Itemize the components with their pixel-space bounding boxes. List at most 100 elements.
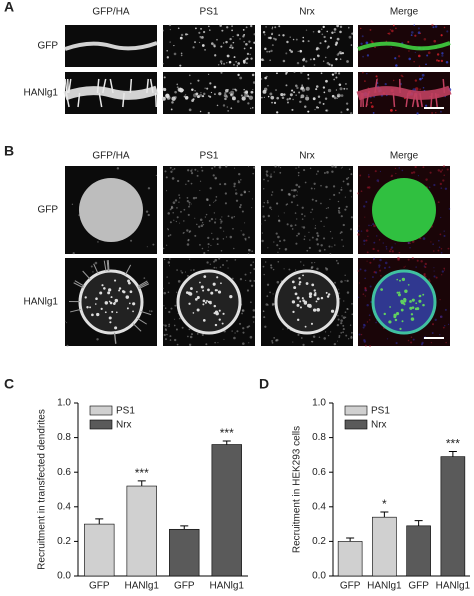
speckle (334, 244, 336, 246)
spine (361, 92, 365, 108)
column-header: Nrx (299, 7, 315, 18)
speckle (273, 101, 277, 104)
speckle (200, 224, 204, 227)
speckle (227, 109, 230, 112)
speckle (370, 105, 374, 108)
speckle (307, 73, 310, 76)
speckle (338, 292, 340, 294)
speckle (232, 88, 234, 90)
puncta (401, 320, 404, 323)
micrograph (162, 165, 256, 255)
speckle (288, 97, 291, 100)
speckle (417, 27, 420, 30)
y-axis-label: Recruitment in HEK293 cells (292, 426, 303, 553)
panel-label: C (4, 376, 14, 392)
speckle (222, 264, 225, 267)
speckle (283, 268, 285, 270)
speckle (199, 36, 202, 38)
speckle (432, 243, 434, 246)
speckle (210, 91, 213, 94)
speckle (320, 220, 322, 223)
speckle (174, 199, 178, 202)
puncta (215, 289, 218, 292)
speckle (323, 337, 326, 340)
speckle (227, 215, 230, 218)
speckle (342, 331, 345, 334)
y-tick-label: 1.0 (57, 398, 71, 409)
significance: *** (135, 466, 149, 480)
speckle (230, 90, 235, 95)
speckle (130, 239, 133, 242)
speckle (372, 223, 375, 226)
speckle (183, 220, 185, 222)
speckle (274, 38, 277, 41)
speckle (346, 291, 350, 294)
speckle (230, 44, 233, 47)
speckle (342, 324, 345, 327)
speckle (337, 209, 340, 212)
speckle (409, 247, 411, 249)
speckle (326, 30, 328, 33)
speckle (331, 31, 334, 35)
column-header: GFP/HA (92, 151, 130, 162)
puncta (101, 284, 104, 287)
speckle (331, 170, 334, 173)
speckle (213, 85, 217, 89)
puncta (396, 291, 399, 294)
speckle (188, 328, 191, 331)
speckle (167, 212, 170, 215)
speckle (364, 269, 367, 272)
filopodium (106, 260, 109, 272)
puncta (109, 301, 113, 305)
speckle (373, 241, 376, 244)
speckle (186, 243, 190, 246)
speckle (236, 65, 239, 67)
speckle (198, 225, 201, 228)
puncta (127, 279, 130, 283)
speckle (271, 28, 273, 30)
speckle (268, 50, 271, 53)
speckle (231, 96, 236, 101)
speckle (304, 105, 307, 108)
speckle (350, 216, 353, 219)
speckle (340, 319, 343, 322)
speckle (295, 38, 298, 41)
speckle (376, 235, 378, 237)
speckle (176, 179, 180, 183)
speckle (244, 93, 249, 98)
speckle (291, 189, 293, 192)
puncta (291, 300, 296, 304)
speckle (214, 341, 216, 344)
speckle (334, 281, 336, 284)
puncta (410, 313, 414, 316)
speckle (170, 307, 173, 310)
speckle (207, 111, 210, 115)
puncta (291, 280, 295, 284)
speckle (234, 192, 238, 195)
speckle (227, 267, 229, 269)
speckle (422, 87, 425, 89)
speckle (297, 333, 300, 336)
speckle (266, 199, 269, 202)
puncta (403, 303, 406, 306)
speckle (170, 108, 173, 111)
speckle (438, 239, 440, 242)
speckle (241, 312, 243, 315)
speckle (357, 230, 360, 233)
speckle (332, 185, 336, 188)
puncta (308, 292, 313, 296)
speckle (318, 249, 322, 253)
x-tick-label: GFP (340, 581, 361, 592)
speckle (378, 266, 380, 268)
speckle (196, 95, 200, 99)
speckle (203, 92, 206, 96)
speckle (395, 109, 397, 112)
speckle (194, 234, 197, 237)
speckle (242, 327, 245, 330)
speckle (233, 182, 236, 186)
speckle (433, 39, 437, 43)
speckle (443, 26, 446, 29)
speckle (317, 170, 320, 173)
speckle (335, 89, 337, 91)
y-tick-label: 0.4 (57, 501, 71, 512)
